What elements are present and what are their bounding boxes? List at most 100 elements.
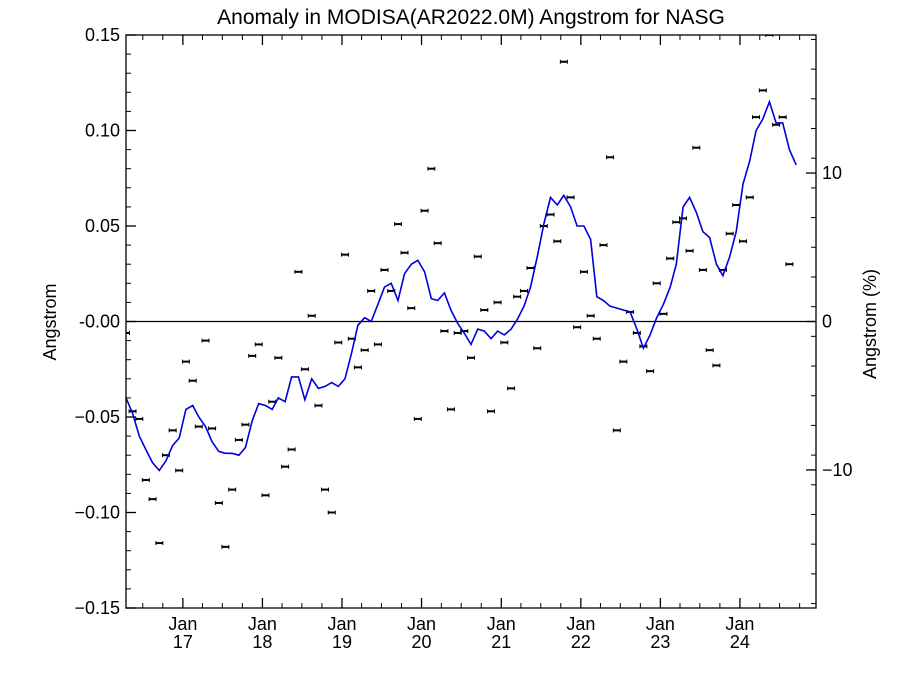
data-point	[519, 288, 528, 293]
y2-tick-label: −10	[822, 460, 853, 480]
data-point	[559, 59, 568, 64]
data-point	[480, 308, 489, 313]
data-point	[698, 267, 707, 272]
data-point	[201, 338, 210, 343]
y-axis-right: 10 0 −10	[806, 38, 853, 605]
data-point	[360, 348, 369, 353]
data-point	[659, 311, 668, 316]
chart-title: Anomaly in MODISA(AR2022.0M) Angstrom fo…	[217, 6, 725, 29]
data-point	[393, 222, 402, 227]
data-point	[752, 115, 761, 120]
data-point	[314, 403, 323, 408]
y-tick-label: 0.05	[85, 216, 120, 236]
data-point	[546, 212, 555, 217]
data-point	[592, 336, 601, 341]
data-point	[175, 468, 184, 473]
x-tick-year: 23	[650, 632, 670, 652]
data-point	[526, 266, 535, 271]
data-point	[380, 267, 389, 272]
data-point	[294, 269, 303, 274]
data-point	[341, 252, 350, 257]
data-point	[473, 254, 482, 259]
data-point	[214, 500, 223, 505]
y-axis-label: Angstrom	[40, 283, 60, 360]
data-point	[446, 407, 455, 412]
data-point	[287, 447, 296, 452]
data-point	[148, 497, 157, 502]
data-point	[181, 359, 190, 364]
x-tick-year: 18	[252, 632, 272, 652]
y-tick-label: −0.05	[74, 407, 120, 427]
x-tick-year: 21	[491, 632, 511, 652]
data-point	[427, 166, 436, 171]
running-mean-line	[126, 99, 797, 472]
x-tick-month: Jan	[168, 614, 197, 634]
data-point	[738, 239, 747, 244]
data-point	[765, 35, 774, 37]
data-point	[619, 359, 628, 364]
data-point	[692, 145, 701, 150]
data-point	[274, 355, 283, 360]
data-point	[261, 493, 270, 498]
data-point	[533, 346, 542, 351]
data-point	[785, 262, 794, 267]
data-point	[513, 294, 522, 299]
data-point	[612, 428, 621, 433]
data-point	[155, 541, 164, 546]
data-point	[407, 306, 416, 311]
data-point	[732, 202, 741, 207]
data-point	[413, 416, 422, 421]
x-tick-year: 17	[173, 632, 193, 652]
x-tick-year: 22	[571, 632, 591, 652]
data-point	[221, 544, 230, 549]
data-point	[420, 208, 429, 213]
data-point	[652, 281, 661, 286]
data-point	[778, 115, 787, 120]
y-tick-label: -0.00	[79, 312, 120, 332]
data-point	[135, 416, 144, 421]
data-point	[579, 269, 588, 274]
data-point	[367, 288, 376, 293]
data-point	[194, 424, 203, 429]
y-tick-label: 0.15	[85, 25, 120, 45]
data-point	[586, 313, 595, 318]
data-point	[373, 342, 382, 347]
data-point	[141, 478, 150, 483]
data-point	[254, 342, 263, 347]
data-point	[712, 363, 721, 368]
data-point	[705, 348, 714, 353]
x-tick-year: 20	[412, 632, 432, 652]
y-tick-label: 0.10	[85, 121, 120, 141]
data-point	[453, 330, 462, 335]
data-point	[320, 487, 329, 492]
data-point	[672, 220, 681, 225]
data-point	[400, 250, 409, 255]
x-tick-year: 24	[730, 632, 750, 652]
data-point	[334, 340, 343, 345]
data-point	[307, 313, 316, 318]
data-point	[599, 243, 608, 248]
data-point	[327, 510, 336, 515]
data-point	[241, 422, 250, 427]
y2-tick-label: 10	[822, 163, 842, 183]
y-tick-label: −0.10	[74, 503, 120, 523]
data-point	[745, 195, 754, 200]
data-point	[433, 241, 442, 246]
data-point	[440, 329, 449, 334]
plot-area	[126, 35, 816, 549]
data-point	[606, 155, 615, 160]
data-point	[500, 340, 509, 345]
data-point	[126, 330, 130, 335]
data-point	[685, 248, 694, 253]
data-point	[248, 353, 257, 358]
data-point	[553, 239, 562, 244]
data-point	[679, 216, 688, 221]
data-point	[573, 325, 582, 330]
data-point	[725, 231, 734, 236]
x-tick-month: Jan	[327, 614, 356, 634]
y-tick-label: −0.15	[74, 598, 120, 618]
data-point	[632, 330, 641, 335]
data-point	[566, 195, 575, 200]
data-point	[208, 426, 217, 431]
